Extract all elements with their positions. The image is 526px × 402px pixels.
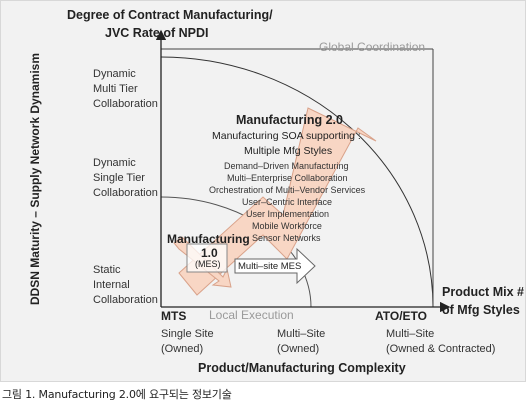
y-level-3-line2: Internal [93,279,130,291]
mfg2-feature: User–Centric Interface [242,197,333,207]
y-level-3-line1: Static [93,264,121,276]
mfg1-sub: (MES) [195,259,221,269]
y-level-3-line3: Collaboration [93,294,158,306]
mfg2-sub2: Multiple Mfg Styles [244,145,333,157]
y-level-static-internal: Static Internal Collaboration [93,263,158,308]
x-point-2-line1: Multi–Site [277,328,326,340]
x-point-single-site: Single Site (Owned) [161,327,214,357]
y-level-1-line1: Dynamic [93,68,136,80]
x-point-multi-site-owned: Multi–Site (Owned) [277,327,325,357]
x-point-3-line2: (Owned & Contracted) [386,343,496,355]
mfg1-arrow-label: Multi–site MES [238,261,302,272]
mfg2-feature: Orchestration of Multi–Vendor Services [209,185,366,195]
manufacturing-2-arrow [178,107,377,296]
mfg2-feature: Mobile Workforce [252,221,322,231]
x-point-1-line1: Single Site [161,328,214,340]
zone-global-coordination: Global Coordination [319,40,426,54]
multi-site-mes-arrow [234,247,316,285]
x-point-ato-eto: ATO/ETO [375,309,428,323]
figure-caption: 그림 1. Manufacturing 2.0에 요구되는 정보기술 [2,388,232,401]
mfg1-title-line2: 1.0 [201,246,218,260]
x-point-2-line2: (Owned) [277,343,320,355]
x-point-multi-site-contracted: Multi–Site (Owned & Contracted) [386,327,495,357]
mfg2-feature: Sensor Networks [252,233,321,243]
x-point-mts: MTS [161,309,187,323]
x-axis-right-title-line2: of Mfg Styles [442,303,520,317]
diagram-graphics [155,29,451,313]
figure-panel: Degree of Contract Manufacturing/ JVC Ra… [0,0,526,382]
mfg2-feature: Demand–Driven Manufacturing [224,161,349,171]
y-level-1-line3: Collaboration [93,98,158,110]
mfg1-title-line1: Manufacturing [167,232,250,246]
x-axis-right-title-line1: Product Mix # [442,285,524,299]
mfg2-sub1: Manufacturing SOA supporting : [212,130,361,142]
x-axis-title: Product/Manufacturing Complexity [198,361,406,375]
y-level-dynamic-multi-tier: Dynamic Multi Tier Collaboration [93,67,158,112]
mes-box [186,243,228,273]
y-level-dynamic-single-tier: Dynamic Single Tier Collaboration [93,156,158,201]
y-level-1-line2: Multi Tier [93,83,138,95]
y-axis-title-line2: JVC Rate of NPDI [105,26,209,40]
mfg2-feature: Multi–Enterprise Collaboration [227,173,348,183]
mfg2-title: Manufacturing 2.0 [236,113,343,127]
zone-local-execution: Local Execution [209,308,294,322]
x-point-1-line2: (Owned) [161,343,204,355]
y-level-2-line3: Collaboration [93,187,158,199]
vertical-axis-label: DDSN Maturity – Supply Network Dynamism [28,52,42,306]
y-axis-title-line1: Degree of Contract Manufacturing/ [67,8,273,22]
mfg2-feature: User Implementation [246,209,330,219]
x-point-3-line1: Multi–Site [386,328,435,340]
y-level-2-line1: Dynamic [93,157,136,169]
y-level-2-line2: Single Tier [93,172,145,184]
